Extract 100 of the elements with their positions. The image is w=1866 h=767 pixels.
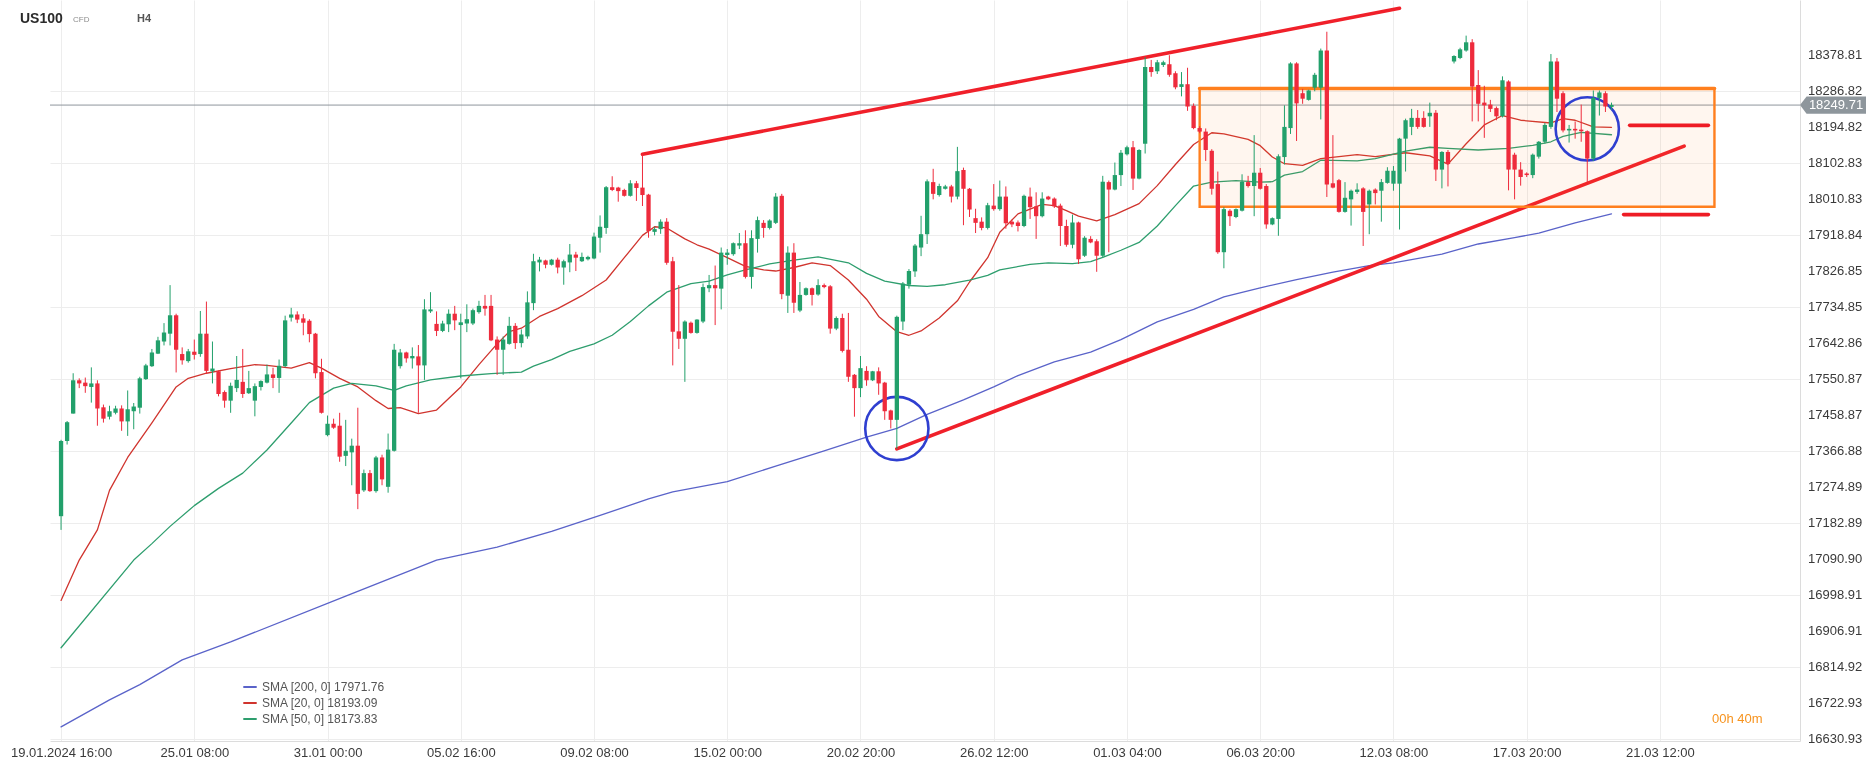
candlestick [1058,203,1063,247]
candlestick [1258,167,1263,191]
candlestick [1379,178,1384,223]
candlestick [1112,162,1118,191]
candlestick [918,215,924,257]
candlestick [1439,150,1445,189]
candlestick [858,355,863,398]
y-tick-label: 17550.87 [1808,370,1863,386]
x-tick-label: 17.03 20:00 [1492,744,1562,760]
candlestick [458,313,463,379]
candlestick [1015,220,1021,232]
x-tick-label: 01.03 04:00 [1093,744,1162,760]
y-tick-label: 18010.83 [1808,190,1863,206]
x-tick-label: 19.01.2024 16:00 [10,744,113,760]
candlestick [634,180,639,202]
candlestick [1106,180,1111,253]
y-tick-label: 16630.93 [1808,731,1863,747]
candlestick [192,339,197,361]
candlestick [513,322,518,350]
candlestick [1064,219,1069,248]
legend-label: SMA [20, 0] 18193.09 [262,696,378,710]
candlestick [301,313,306,336]
candlestick [89,366,94,404]
candlestick [1476,69,1481,122]
x-tick-label: 26.02 12:00 [959,744,1029,760]
candlestick [246,370,251,395]
candlestick [682,319,688,383]
y-tick-label: 16814.92 [1808,659,1863,675]
annotation: 00h 40m [1712,711,1763,726]
candlestick [1603,90,1608,113]
candlestick [1312,72,1317,92]
candlestick [434,310,439,337]
y-tick-label: 18194.82 [1808,118,1863,134]
candlestick [234,355,239,393]
x-tick-label: 15.02 00:00 [693,744,763,760]
candlestick [1445,149,1451,187]
y-tick-label: 16722.93 [1808,695,1863,711]
ref-line-label: 18249.71 [1808,97,1864,113]
candlestick [876,366,881,396]
candlestick [809,286,815,306]
candlestick [1033,191,1039,240]
candlestick [125,389,130,437]
annotation: CFD [73,15,90,24]
candlestick [252,382,258,417]
candlestick [706,274,712,293]
candlestick [1361,186,1366,247]
candlestick [307,318,312,343]
y-tick-label: 17642.86 [1808,334,1863,350]
candlestick [367,469,373,493]
candlestick [464,303,469,333]
candlestick [1330,134,1336,189]
y-tick-label: 17182.89 [1808,514,1863,530]
candlestick [967,187,972,218]
legend-label: SMA [200, 0] 17971.76 [262,680,385,694]
candlestick [906,268,912,290]
candlestick [494,335,500,376]
x-tick-label: 09.02 08:00 [560,744,629,760]
candlestick [379,454,385,486]
y-tick-label: 17734.85 [1808,298,1863,314]
candlestick [119,404,124,432]
candlestick [1342,181,1348,214]
candlestick [270,367,276,389]
candlestick [416,344,421,414]
y-tick-label: 16998.91 [1808,586,1863,602]
candlestick [149,348,155,368]
candlestick [1203,127,1208,162]
candlestick [167,284,173,346]
candlestick [1094,238,1099,273]
x-tick-label: 21.03 12:00 [1626,744,1695,760]
candlestick [797,281,803,313]
line-series [60,213,1613,728]
y-tick-label: 16906.91 [1808,622,1863,638]
candlestick [1118,149,1124,187]
candlestick [161,322,167,346]
candlestick [985,202,990,231]
y-tick-label: 17274.89 [1808,478,1863,494]
x-tick-label: 31.01 00:00 [293,744,363,760]
candlestick [1252,134,1257,217]
annotation: H4 [137,12,152,24]
candlestick [343,419,348,467]
candlestick [507,316,512,346]
candlestick [864,365,869,387]
candlestick [961,167,966,226]
candlestick [1530,153,1535,179]
candlestick [640,153,645,207]
candlestick [276,359,282,394]
y-tick-label: 17090.90 [1808,550,1863,566]
candlestick [597,214,603,254]
legend-label: SMA [50, 0] 18173.83 [262,712,378,726]
candlestick [64,420,70,446]
candlestick [1518,161,1523,187]
candlestick [325,415,330,437]
x-tick-label: 25.01 08:00 [160,744,230,760]
candlestick [519,328,524,348]
candlestick [1179,71,1184,97]
candlestick [482,294,488,317]
candlestick [1415,109,1420,130]
x-tick-label: 05.02 16:00 [426,744,496,760]
candlestick [198,310,203,358]
y-tick-label: 18102.83 [1808,154,1863,170]
